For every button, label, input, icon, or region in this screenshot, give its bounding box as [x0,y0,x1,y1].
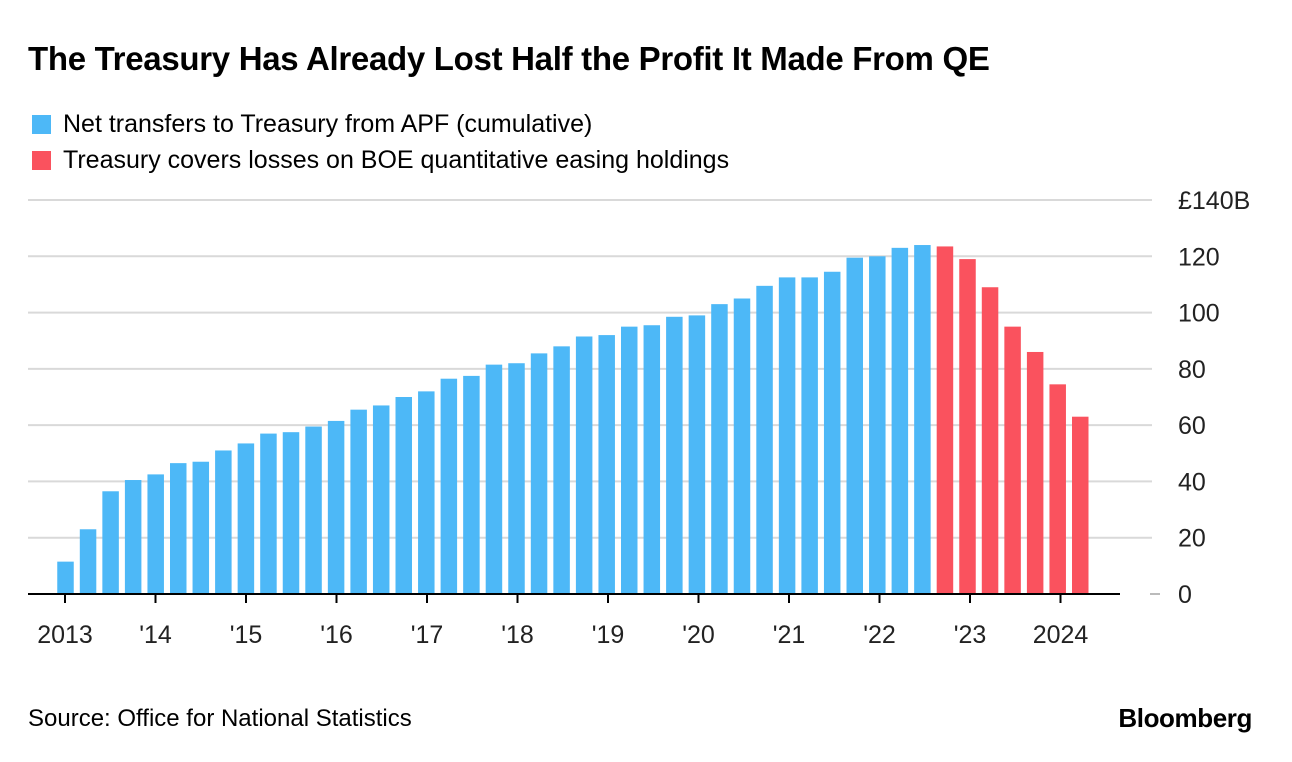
bar-net-transfer [621,326,638,594]
bar-net-transfer [350,409,367,594]
legend-item-net-transfers: Net transfers to Treasury from APF (cumu… [32,106,729,142]
bar-net-transfer [485,364,503,594]
x-tick-label: '18 [501,621,534,649]
bar-treasury-loss [936,246,954,594]
bar-net-transfer [553,346,570,594]
x-tick-label: '16 [320,621,353,649]
x-tick-label: '20 [682,621,715,649]
bar-net-transfer [508,363,525,594]
bar-net-transfer [395,397,412,594]
bar-net-transfer [666,316,683,594]
y-tick-label: 20 [1178,525,1206,553]
bar-treasury-loss [1004,326,1021,594]
bloomberg-logo: Bloomberg [1118,703,1252,733]
bar-net-transfer [914,245,931,594]
legend-label-net-transfers: Net transfers to Treasury from APF (cumu… [63,109,593,138]
bar-treasury-loss [1026,351,1044,594]
bar-net-transfer [79,529,97,594]
bar-net-transfer [372,405,390,594]
bar-net-transfer [305,426,322,594]
bar-net-transfer [823,271,841,594]
bar-treasury-loss [981,287,999,594]
bar-treasury-loss [959,259,976,594]
bar-net-transfer [192,461,210,594]
legend-item-treasury-covers: Treasury covers losses on BOE quantitati… [32,142,729,178]
bar-net-transfer [440,378,458,594]
bar-net-transfer [260,433,277,594]
y-tick-label: 0 [1178,581,1192,609]
x-tick-label: '14 [139,621,172,649]
x-tick-label: '23 [954,621,987,649]
x-tick-label: '22 [863,621,896,649]
bar-net-transfer [846,257,863,594]
source-note: Source: Office for National Statistics [28,705,412,732]
y-tick-label: 80 [1178,356,1206,384]
x-tick-label: 2024 [1033,621,1089,649]
bar-net-transfer [530,353,548,594]
y-tick-label: 60 [1178,412,1206,440]
bar-net-transfer [598,335,615,594]
legend-label-treasury-covers: Treasury covers losses on BOE quantitati… [63,145,730,174]
bar-treasury-loss [1049,384,1066,594]
bar-net-transfer [170,463,187,594]
x-tick-label: '15 [230,621,263,649]
bar-net-transfer [237,443,255,594]
y-tick-label: 40 [1178,468,1206,496]
bar-net-transfer [575,336,593,594]
bar-net-transfer [124,480,142,594]
bar-net-transfer [756,285,773,594]
bar-net-transfer [711,304,728,594]
chart-title: The Treasury Has Already Lost Half the P… [28,40,990,77]
x-tick-label: '17 [411,621,444,649]
bar-net-transfer [215,450,232,594]
y-tick-label: 100 [1178,300,1220,328]
bar-net-transfer [733,298,751,594]
bar-net-transfer [891,247,909,595]
bar-net-transfer [643,325,661,594]
y-tick-label: £140B [1178,187,1250,215]
bar-net-transfer [869,256,886,594]
x-tick-label: '21 [773,621,806,649]
bar-net-transfer [801,277,818,594]
bar-net-transfer [102,491,119,594]
bar-net-transfer [282,432,300,594]
bar-net-transfer [147,474,164,594]
bar-net-transfer [463,375,480,594]
bar-net-transfer [778,277,796,594]
y-tick-label: 120 [1178,243,1220,271]
bar-net-transfer [327,420,345,594]
chart-legend: Net transfers to Treasury from APF (cumu… [32,106,729,178]
legend-swatch-blue [32,114,51,134]
legend-swatch-red [32,150,51,170]
bar-net-transfer [688,315,706,594]
bar-net-transfer [418,391,435,594]
x-tick-label: 2013 [37,621,93,649]
bar-net-transfer [57,561,74,594]
x-tick-label: '19 [592,621,625,649]
bar-treasury-loss [1072,416,1089,594]
